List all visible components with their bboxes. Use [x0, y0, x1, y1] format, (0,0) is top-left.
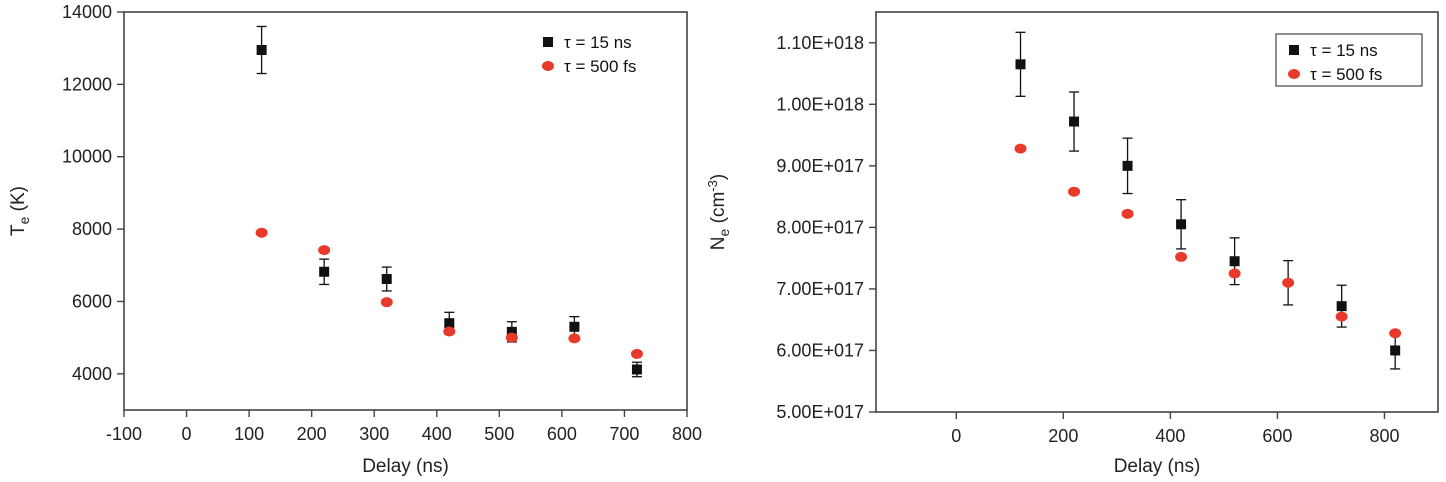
x-tick-label: 400	[1155, 426, 1185, 446]
x-axis-title: Delay (ns)	[1114, 456, 1201, 477]
y-tick-label: 1.00E+018	[776, 94, 864, 114]
data-point-circle	[1228, 268, 1241, 279]
x-tick-label: 800	[672, 424, 702, 444]
y-tick-label: 1.10E+018	[776, 33, 864, 53]
y-tick-label: 5.00E+017	[776, 402, 864, 422]
y-tick-label: 8.00E+017	[776, 217, 864, 237]
x-tick-label: 600	[1262, 426, 1292, 446]
legend: τ = 15 ns τ = 500 fs	[1275, 33, 1423, 87]
x-axis-title: Delay (ns)	[362, 456, 449, 477]
y-tick-label: 9.00E+017	[776, 156, 864, 176]
legend-label: τ = 500 fs	[564, 57, 636, 76]
data-point-circle	[255, 227, 268, 238]
data-point-square	[631, 364, 642, 375]
data-point-circle	[1121, 208, 1134, 219]
data-point-square	[256, 44, 267, 55]
x-tick-label: -100	[106, 424, 142, 444]
x-tick-label: 800	[1369, 426, 1399, 446]
data-point-circle	[1068, 186, 1081, 197]
x-tick-label: 200	[1048, 426, 1078, 446]
data-point-circle	[630, 348, 643, 359]
chart-electron-temperature: -100 0 100 200 300 400 500 600 700 800 4000 6000 800…	[8, 2, 702, 477]
data-point-circle	[1175, 251, 1188, 262]
data-point-circle	[505, 332, 518, 343]
legend-box	[1275, 33, 1423, 87]
y-axis-title-subscript: e	[16, 216, 32, 224]
data-point-square	[1176, 219, 1187, 230]
y-tick-label: 6000	[72, 291, 112, 311]
legend-label: τ = 15 ns	[564, 33, 632, 52]
y-axis-title-unit: (cm	[708, 192, 729, 229]
y-tick-label: 6.00E+017	[776, 340, 864, 360]
y-axis-title-unit: (K)	[8, 186, 29, 217]
chart-electron-density: 0 200 400 600 800 5.00E+017 6.00E+017 7.00E+017…	[705, 11, 1439, 477]
data-point-square	[1069, 116, 1080, 127]
y-axis-title: Te (K)	[8, 186, 32, 236]
series-tau-15ns	[256, 25, 642, 378]
y-axis-title-superscript: -3	[705, 180, 720, 192]
data-point-circle	[318, 245, 331, 256]
data-point-circle	[380, 297, 393, 308]
legend-marker-circle	[542, 61, 554, 71]
y-axis-title: Ne (cm-3)	[705, 174, 732, 250]
data-point-circle	[1014, 143, 1027, 154]
legend-marker-square	[1289, 45, 1299, 55]
x-tick-label: 400	[422, 424, 452, 444]
y-tick-label: 4000	[72, 364, 112, 384]
x-tick-label: 600	[547, 424, 577, 444]
x-tick-label: 0	[951, 426, 961, 446]
data-point-square	[1122, 160, 1133, 171]
x-tick-label: 100	[234, 424, 264, 444]
data-point-circle	[1389, 328, 1402, 339]
y-tick-label: 10000	[62, 147, 112, 167]
series-tau-500fs	[255, 227, 643, 359]
x-tick-label: 200	[297, 424, 327, 444]
data-point-square	[1336, 301, 1347, 312]
data-point-square	[569, 321, 580, 332]
data-point-circle	[568, 333, 581, 344]
data-point-square	[506, 326, 517, 337]
y-axis-title-main: T	[8, 224, 29, 236]
y-axis-title-subscript: e	[716, 228, 732, 236]
data-point-square	[1229, 256, 1240, 267]
series-tau-500fs	[1014, 143, 1402, 339]
y-tick-label: 14000	[62, 2, 112, 22]
legend-label: τ = 500 fs	[1310, 65, 1382, 84]
x-tick-label: 500	[484, 424, 514, 444]
legend-marker-circle	[1288, 69, 1300, 79]
data-point-square	[1015, 59, 1026, 70]
y-tick-label: 12000	[62, 74, 112, 94]
legend: τ = 15 ns τ = 500 fs	[542, 33, 636, 76]
data-point-square	[319, 266, 330, 277]
x-tick-label: 0	[182, 424, 192, 444]
data-point-square	[444, 318, 455, 329]
y-axis-title-main: N	[708, 236, 729, 250]
plot-frame	[123, 11, 688, 411]
y-axis-title-end: )	[708, 174, 729, 180]
legend-label: τ = 15 ns	[1310, 41, 1378, 60]
x-tick-label: 300	[359, 424, 389, 444]
data-point-square	[381, 274, 392, 285]
data-point-circle	[1282, 277, 1295, 288]
data-point-circle	[1335, 311, 1348, 322]
x-tick-label: 700	[609, 424, 639, 444]
y-tick-label: 8000	[72, 219, 112, 239]
plot-frame	[875, 11, 1439, 413]
data-point-square	[1390, 345, 1401, 356]
y-tick-label: 7.00E+017	[776, 279, 864, 299]
data-point-circle	[443, 326, 456, 337]
legend-marker-square	[543, 37, 553, 47]
